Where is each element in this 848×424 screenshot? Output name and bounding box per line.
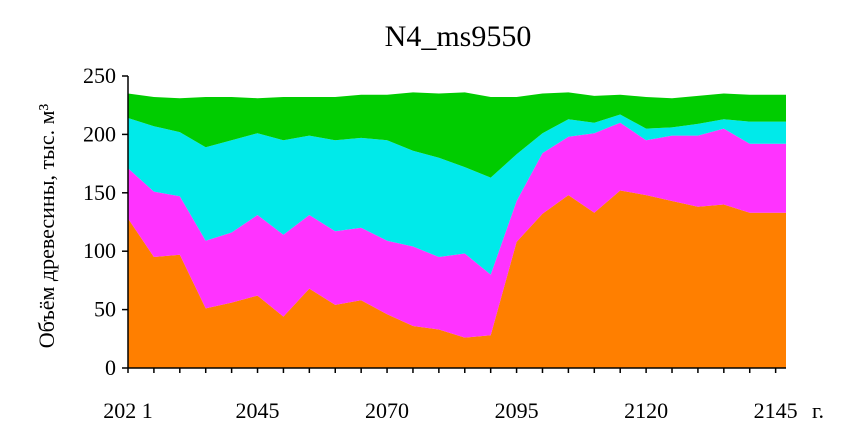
area-series-group: [128, 92, 786, 368]
x-tick-label: 2095: [495, 398, 539, 423]
y-tick-label: 200: [83, 121, 116, 146]
x-tick-label: 202 1: [103, 398, 153, 423]
y-tick-label: 250: [83, 63, 116, 88]
y-tick-label: 150: [83, 180, 116, 205]
y-tick-label: 50: [94, 297, 116, 322]
axes-group: 0 50 100 150 200 250 202 1 2045 2070 2095 2120 2145: [83, 63, 798, 423]
y-tick-label: 100: [83, 238, 116, 263]
y-axis-label: Объём древесины, тыс. м³: [34, 103, 59, 348]
area-series-2: [128, 122, 786, 338]
chart-title: N4_ms9550: [385, 20, 532, 53]
x-unit-label: г.: [812, 398, 824, 423]
x-tick-label: 2145: [754, 398, 798, 423]
area-series-4: [128, 92, 786, 178]
area-series-3: [128, 114, 786, 275]
area-series-1: [128, 190, 786, 368]
x-tick-label: 2045: [236, 398, 280, 423]
x-tick-label: 2120: [624, 398, 668, 423]
x-tick-label: 2070: [365, 398, 409, 423]
y-tick-label: 0: [105, 355, 116, 380]
